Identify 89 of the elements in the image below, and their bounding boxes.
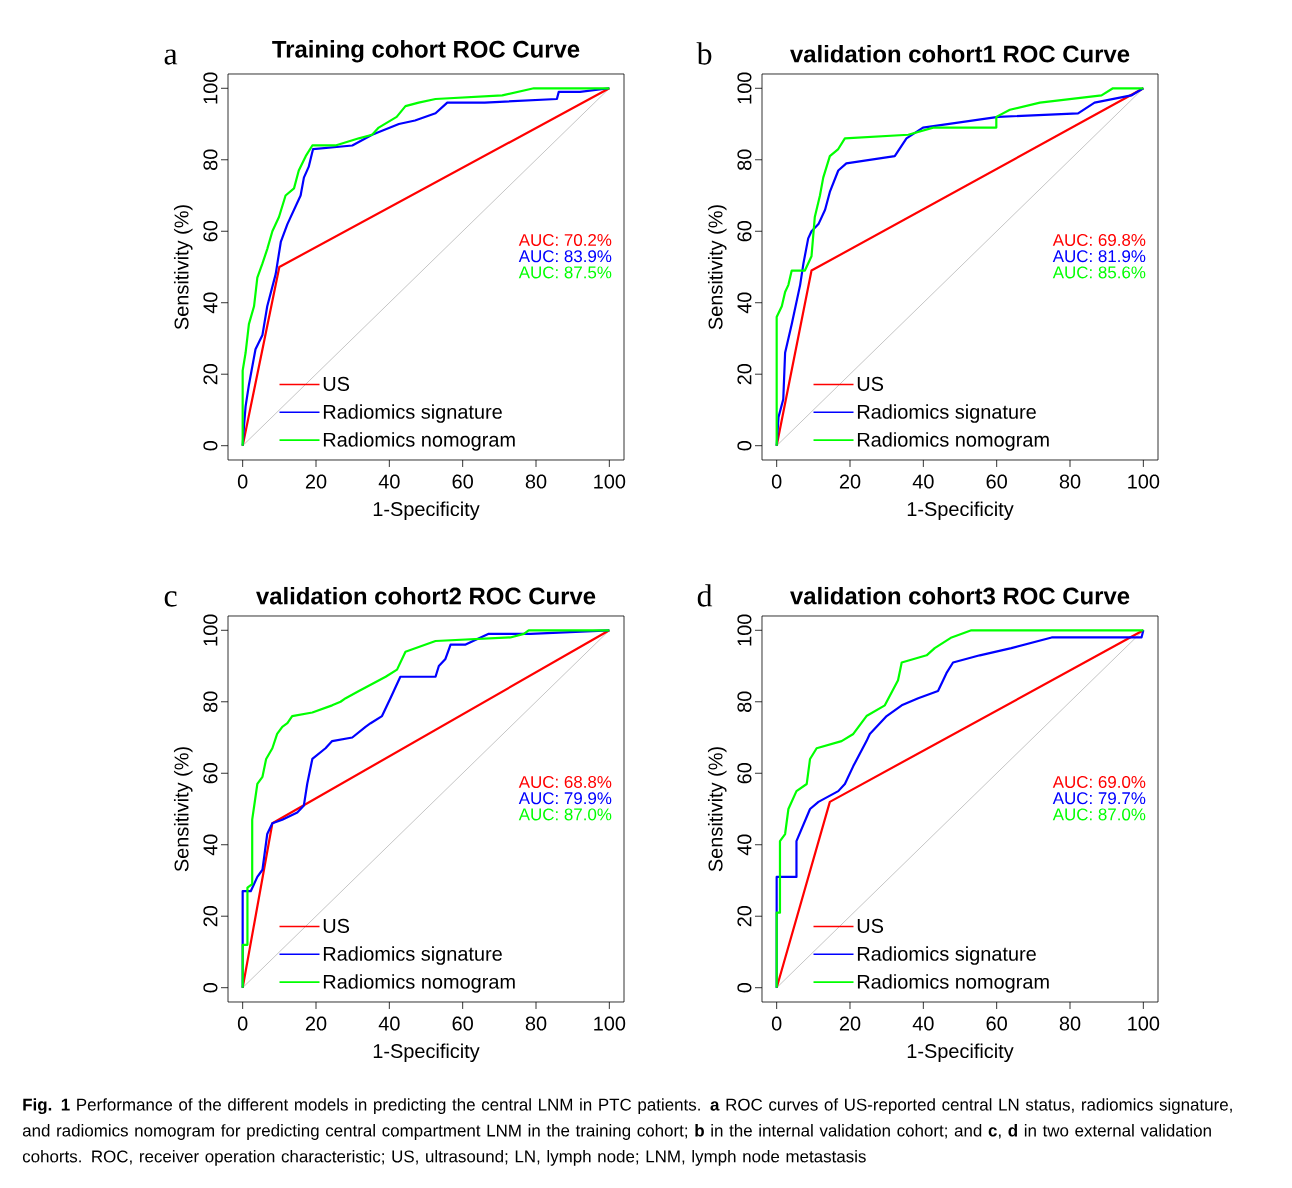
x-tick-label: 40: [912, 1016, 934, 1031]
annotation: AUC: 70.2%: [518, 233, 612, 246]
y-tick-label: 20: [737, 363, 752, 385]
text: b: [696, 42, 712, 65]
x-axis-title: 1-Specificity: [373, 501, 480, 521]
y-tick-label: 0: [203, 982, 218, 993]
x-tick-label: 80: [525, 1016, 547, 1031]
legend-label: Radiomics signature: [857, 404, 1036, 423]
text: c: [164, 591, 177, 607]
x-tick-label: 100: [1128, 1016, 1160, 1031]
y-tick-label: 60: [203, 220, 218, 242]
chart-title: Training cohort ROC Curve: [272, 40, 580, 63]
x-tick-label: 20: [839, 1016, 861, 1031]
y-axis-title: Sensitivity (%): [173, 747, 193, 872]
text: d: [697, 584, 713, 607]
chart-title: validation cohort3 ROC Curve: [790, 586, 1130, 605]
text: Fig. 1 Performance of the different models in predicting the central LNM in PTC patients. a ROC curves of US-reported central LN status, radiomics signature, and radiomics nomogram for predicting central compartment LNM in the training cohort; b in the internal validation cohort; and c, d in two external validation cohorts. ROC, receiver operation characteristic; US, ultrasound; LN, lymph node; LNM, lymph node metastasis: [22, 1098, 1232, 1166]
legend-label: US: [323, 376, 350, 391]
y-tick-label: 100: [203, 614, 218, 646]
y-tick-label: 20: [737, 905, 752, 927]
legend-label: US: [857, 376, 884, 391]
chart-title: validation cohort2 ROC Curve: [256, 586, 596, 605]
y-tick-label: 40: [737, 292, 752, 314]
y-tick-label: 100: [203, 72, 218, 104]
annotation: AUC: 79.7%: [1052, 792, 1146, 805]
x-tick-label: 40: [912, 474, 934, 489]
y-tick-label: 40: [203, 292, 218, 314]
x-axis-title: 1-Specificity: [907, 1043, 1014, 1063]
y-tick-label: 0: [203, 440, 218, 451]
annotation: AUC: 87.0%: [518, 808, 612, 821]
text: a: [164, 49, 178, 65]
legend-label: Radiomics nomogram: [323, 432, 515, 451]
x-tick-label: 0: [237, 1016, 248, 1031]
y-tick-label: 100: [737, 614, 752, 646]
y-tick-label: 80: [737, 691, 752, 712]
x-axis-title: 1-Specificity: [373, 1043, 480, 1063]
x-tick-label: 20: [305, 474, 327, 489]
y-tick-label: 0: [737, 440, 752, 451]
legend-label: US: [857, 918, 884, 933]
x-tick-label: 40: [378, 474, 400, 489]
y-tick-label: 80: [737, 149, 752, 170]
x-tick-label: 60: [986, 474, 1007, 489]
y-axis-title: Sensitivity (%): [173, 205, 193, 330]
y-tick-label: 20: [203, 363, 218, 385]
legend-label: Radiomics nomogram: [323, 974, 515, 993]
x-tick-label: 100: [594, 474, 626, 489]
y-tick-label: 20: [203, 905, 218, 927]
x-tick-label: 60: [452, 474, 473, 489]
x-axis-title: 1-Specificity: [907, 501, 1014, 521]
annotation: AUC: 69.8%: [1052, 233, 1146, 246]
annotation: AUC: 87.0%: [1052, 808, 1146, 821]
annotation: AUC: 79.9%: [518, 792, 612, 805]
x-tick-label: 0: [237, 474, 248, 489]
x-tick-label: 80: [525, 474, 547, 489]
x-tick-label: 100: [1128, 474, 1160, 489]
annotation: AUC: 69.0%: [1052, 775, 1146, 788]
annotation: AUC: 87.5%: [518, 266, 612, 279]
y-axis-title: Sensitivity (%): [707, 747, 727, 872]
x-tick-label: 0: [771, 1016, 782, 1031]
x-tick-label: 40: [378, 1016, 400, 1031]
y-tick-label: 80: [203, 149, 218, 170]
y-tick-label: 100: [737, 72, 752, 104]
x-tick-label: 20: [839, 474, 861, 489]
y-tick-label: 0: [737, 982, 752, 993]
x-tick-label: 60: [452, 1016, 473, 1031]
y-tick-label: 60: [737, 220, 752, 242]
x-tick-label: 100: [594, 1016, 626, 1031]
legend-label: US: [323, 918, 350, 933]
chart-title: validation cohort1 ROC Curve: [790, 44, 1130, 63]
y-tick-label: 40: [203, 834, 218, 856]
legend-label: Radiomics nomogram: [857, 432, 1049, 451]
annotation: AUC: 81.9%: [1052, 250, 1146, 263]
annotation: AUC: 68.8%: [518, 775, 612, 788]
legend-label: Radiomics nomogram: [857, 974, 1049, 993]
y-tick-label: 60: [203, 762, 218, 784]
x-tick-label: 0: [771, 474, 782, 489]
x-tick-label: 80: [1059, 1016, 1081, 1031]
y-tick-label: 40: [737, 834, 752, 856]
legend-label: Radiomics signature: [323, 946, 502, 965]
y-tick-label: 80: [203, 691, 218, 712]
annotation: AUC: 85.6%: [1052, 266, 1146, 279]
x-tick-label: 80: [1059, 474, 1081, 489]
x-tick-label: 60: [986, 1016, 1007, 1031]
x-tick-label: 20: [305, 1016, 327, 1031]
annotation: AUC: 83.9%: [518, 250, 612, 263]
y-tick-label: 60: [737, 762, 752, 784]
legend-label: Radiomics signature: [857, 946, 1036, 965]
legend-label: Radiomics signature: [323, 404, 502, 423]
y-axis-title: Sensitivity (%): [707, 205, 727, 330]
